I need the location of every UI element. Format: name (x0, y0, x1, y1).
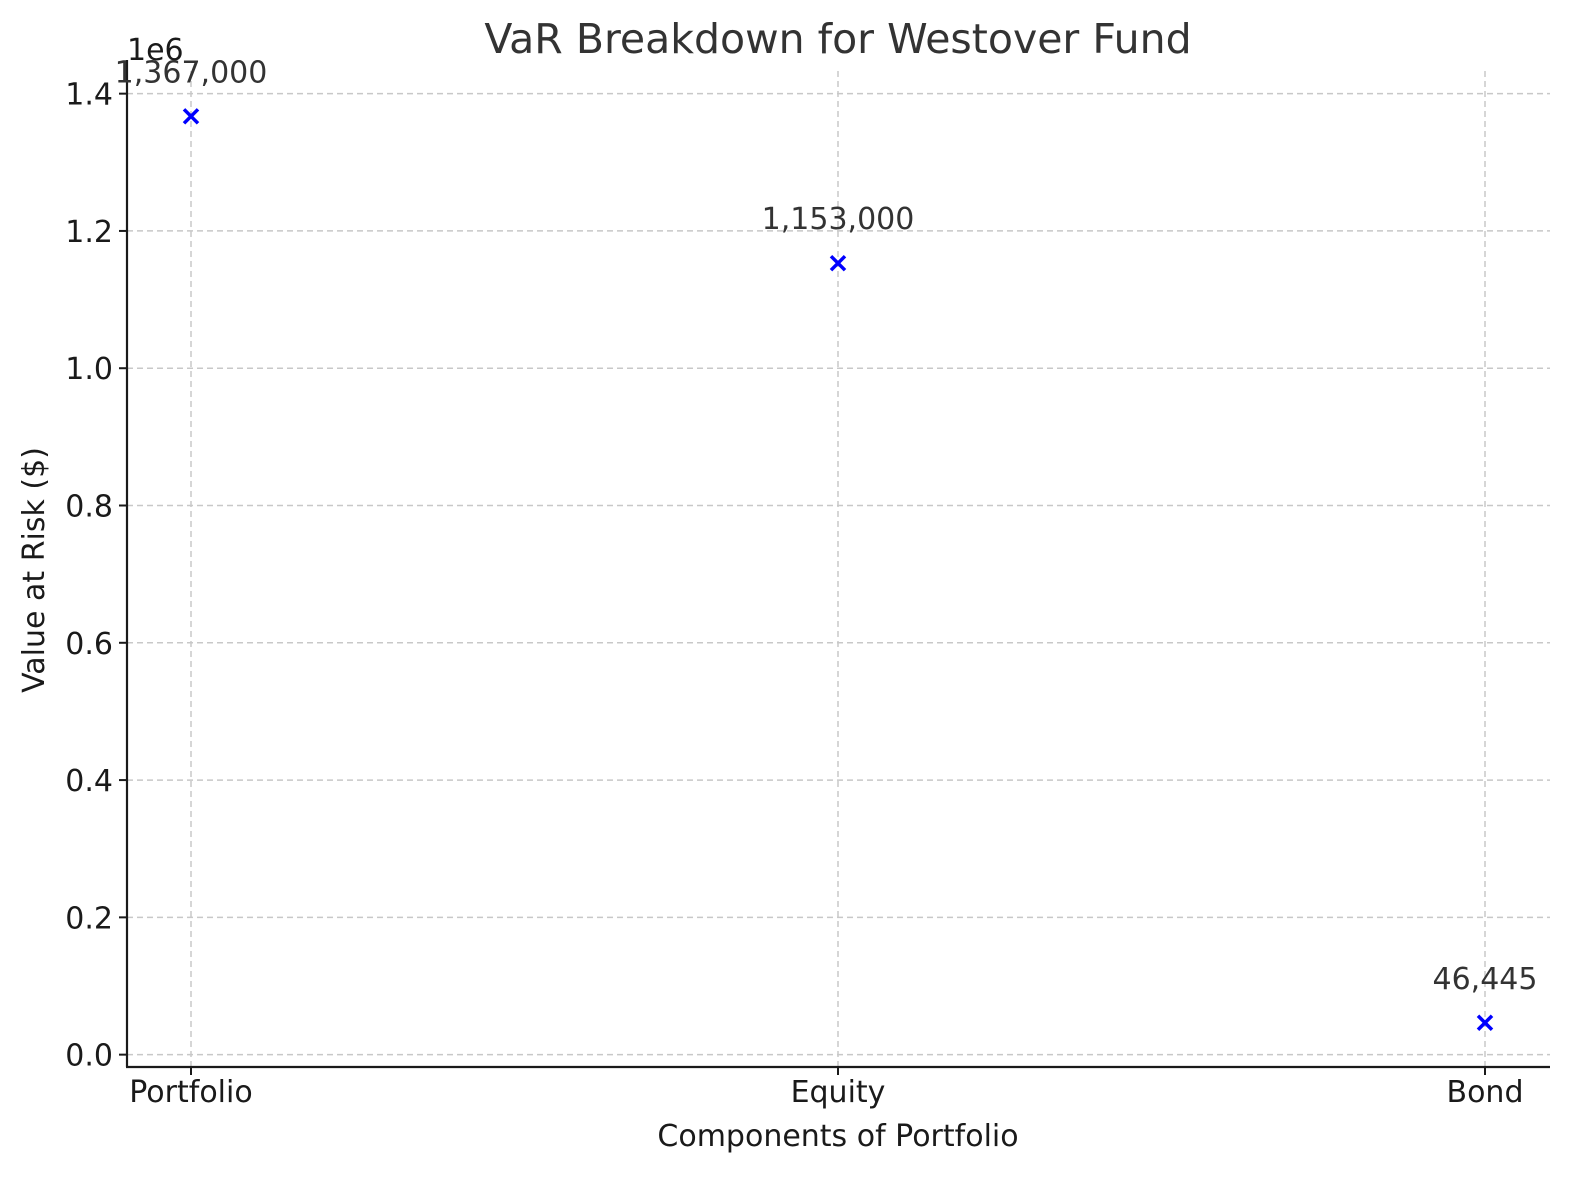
y-tick-label: 0.0 (65, 1039, 113, 1074)
y-tick-label: 0.6 (65, 627, 113, 662)
y-tick-label: 0.2 (65, 901, 113, 936)
data-point-marker (829, 254, 847, 272)
y-tick-label: 1.2 (65, 215, 113, 250)
y-tick-label: 1.4 (65, 78, 113, 113)
data-markers (182, 108, 1494, 1032)
data-labels: 1,367,000 1,153,000 46,445 (115, 55, 1538, 996)
x-tick-label: Bond (1447, 1075, 1524, 1110)
marker-stroke (182, 108, 200, 125)
axis-ticks (119, 92, 1486, 1075)
data-point-marker (1476, 1014, 1494, 1032)
data-label: 1,367,000 (115, 55, 268, 90)
data-point-marker (182, 108, 200, 125)
marker-stroke (829, 254, 847, 272)
y-offset-text: 1e6 (127, 33, 184, 68)
gridlines (127, 71, 1550, 1067)
y-tick-label: 0.4 (65, 764, 113, 799)
x-tick-labels: Portfolio Equity Bond (129, 1075, 1523, 1110)
data-label: 46,445 (1433, 962, 1538, 997)
y-axis-label: Value at Risk ($) (17, 447, 52, 693)
marker-stroke (1476, 1014, 1494, 1032)
x-tick-label: Portfolio (129, 1075, 252, 1110)
x-tick-label: Equity (791, 1075, 886, 1110)
y-tick-label: 0.8 (65, 490, 113, 525)
y-tick-labels: 0.0 0.2 0.4 0.6 0.8 1.0 1.2 1.4 (65, 78, 113, 1074)
chart-title: VaR Breakdown for Westover Fund (484, 15, 1191, 63)
y-tick-label: 1.0 (65, 352, 113, 387)
data-label: 1,153,000 (762, 202, 915, 237)
x-axis-label: Components of Portfolio (657, 1119, 1018, 1154)
